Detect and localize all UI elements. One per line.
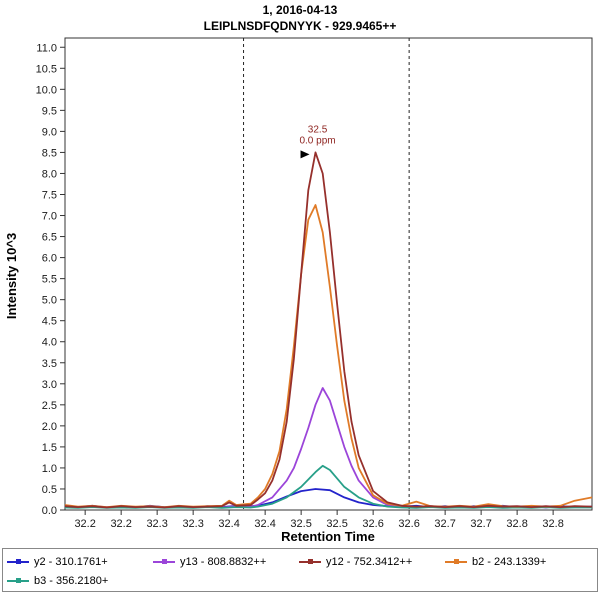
x-tick-label: 32.8 <box>506 518 527 530</box>
y-tick-label: 0.0 <box>42 505 57 517</box>
legend: y2 - 310.1761+ y13 - 808.8832++ y12 - 75… <box>2 548 598 592</box>
y-tick-label: 7.0 <box>42 211 57 223</box>
peak-rt-annotation: 32.5 <box>308 124 328 135</box>
x-tick-label: 32.7 <box>470 518 491 530</box>
y-tick-label: 9.5 <box>42 105 57 117</box>
legend-item-y2: y2 - 310.1761+ <box>7 552 153 571</box>
peak-ppm-annotation: 0.0 ppm <box>299 135 335 146</box>
legend-label-b2: b2 - 243.1339+ <box>472 555 547 568</box>
y-tick-label: 0.5 <box>42 484 57 496</box>
y-tick-label: 10.5 <box>36 63 57 75</box>
legend-line-swatch-y2 <box>7 558 29 564</box>
legend-label-y12: y12 - 752.3412++ <box>326 555 413 568</box>
y-tick-label: 6.5 <box>42 232 57 244</box>
legend-label-b3: b3 - 356.2180+ <box>34 574 109 587</box>
y-axis-label: Intensity 10^3 <box>4 233 19 319</box>
y-tick-label: 7.5 <box>42 189 57 201</box>
x-tick-label: 32.3 <box>146 518 167 530</box>
x-tick-label: 32.2 <box>110 518 131 530</box>
x-tick-label: 32.4 <box>218 518 239 530</box>
replicate-title: 1, 2016-04-13 <box>262 3 338 17</box>
legend-line-swatch-y13 <box>153 558 175 564</box>
identified-peak-arrow-icon <box>300 150 310 159</box>
y-tick-label: 3.0 <box>42 379 57 391</box>
legend-item-b3: b3 - 356.2180+ <box>7 571 153 590</box>
y-tick-label: 1.0 <box>42 463 57 475</box>
y-tick-label: 3.5 <box>42 358 57 370</box>
y-tick-label: 5.0 <box>42 295 57 307</box>
x-tick-label: 32.6 <box>398 518 419 530</box>
y-tick-label: 2.0 <box>42 421 57 433</box>
legend-item-b2: b2 - 243.1339+ <box>445 552 591 571</box>
y-tick-label: 1.5 <box>42 442 57 454</box>
y-tick-label: 2.5 <box>42 400 57 412</box>
x-tick-label: 32.5 <box>326 518 347 530</box>
x-tick-label: 32.8 <box>542 518 563 530</box>
legend-line-swatch-y12 <box>299 558 321 564</box>
x-tick-label: 32.4 <box>254 518 275 530</box>
y-tick-label: 9.0 <box>42 126 57 138</box>
y-tick-label: 4.5 <box>42 316 57 328</box>
x-tick-label: 32.6 <box>362 518 383 530</box>
legend-label-y2: y2 - 310.1761+ <box>34 555 108 568</box>
legend-item-y12: y12 - 752.3412++ <box>299 552 445 571</box>
x-tick-label: 32.7 <box>434 518 455 530</box>
peptide-sequence-title: LEIPLNSDFQDNYYK - 929.9465++ <box>203 19 397 33</box>
legend-line-swatch-b3 <box>7 577 29 583</box>
y-tick-label: 10.0 <box>36 84 57 96</box>
chart-header: 1, 2016-04-13 LEIPLNSDFQDNYYK - 929.9465… <box>0 2 600 34</box>
legend-item-y13: y13 - 808.8832++ <box>153 552 299 571</box>
x-tick-label: 32.5 <box>290 518 311 530</box>
y-tick-label: 8.0 <box>42 168 57 180</box>
y-tick-label: 6.0 <box>42 253 57 265</box>
x-tick-label: 32.2 <box>74 518 95 530</box>
y-tick-label: 5.5 <box>42 274 57 286</box>
x-axis-ticks: 32.2 32.2 32.3 32.3 32.4 32.4 32.5 32.5 32.6 32.6… <box>74 510 564 530</box>
x-axis-label: Retention Time <box>281 529 375 544</box>
legend-label-y13: y13 - 808.8832++ <box>180 555 267 568</box>
y-axis-ticks: 0.0 0.5 1.0 1.5 2.0 2.5 3.0 3.5 4.0 4.5 5.0 5.5 6.0 6… <box>36 42 65 517</box>
x-tick-label: 32.3 <box>182 518 203 530</box>
y-tick-label: 4.0 <box>42 337 57 349</box>
chromatogram-plot[interactable]: Retention Time Intensity 10^3 0.0 0.5 1.0 1… <box>0 36 600 548</box>
legend-line-swatch-b2 <box>445 558 467 564</box>
y-tick-label: 8.5 <box>42 147 57 159</box>
y-tick-label: 11.0 <box>36 42 57 54</box>
series-line-y12 <box>64 151 593 509</box>
